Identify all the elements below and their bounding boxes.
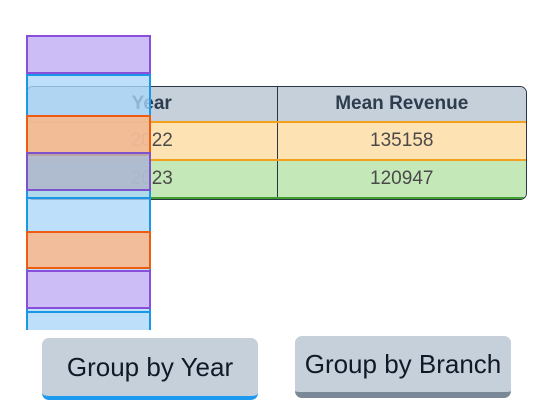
strip-block-orange [26, 231, 151, 269]
strip-block-slate [26, 152, 151, 191]
strip-separator [26, 74, 151, 76]
column-header-mean-revenue[interactable]: Mean Revenue [276, 87, 526, 123]
strip-separator [26, 311, 151, 313]
cell-mean-revenue: 135158 [276, 121, 526, 161]
strip-separator [26, 197, 151, 199]
strip-block-orange [26, 115, 151, 156]
strip-block-purple [26, 35, 151, 74]
group-by-year-button[interactable]: Group by Year [42, 338, 258, 400]
strip-block-purple [26, 270, 151, 309]
group-by-branch-button[interactable]: Group by Branch [295, 336, 511, 398]
cell-mean-revenue: 120947 [276, 159, 526, 199]
